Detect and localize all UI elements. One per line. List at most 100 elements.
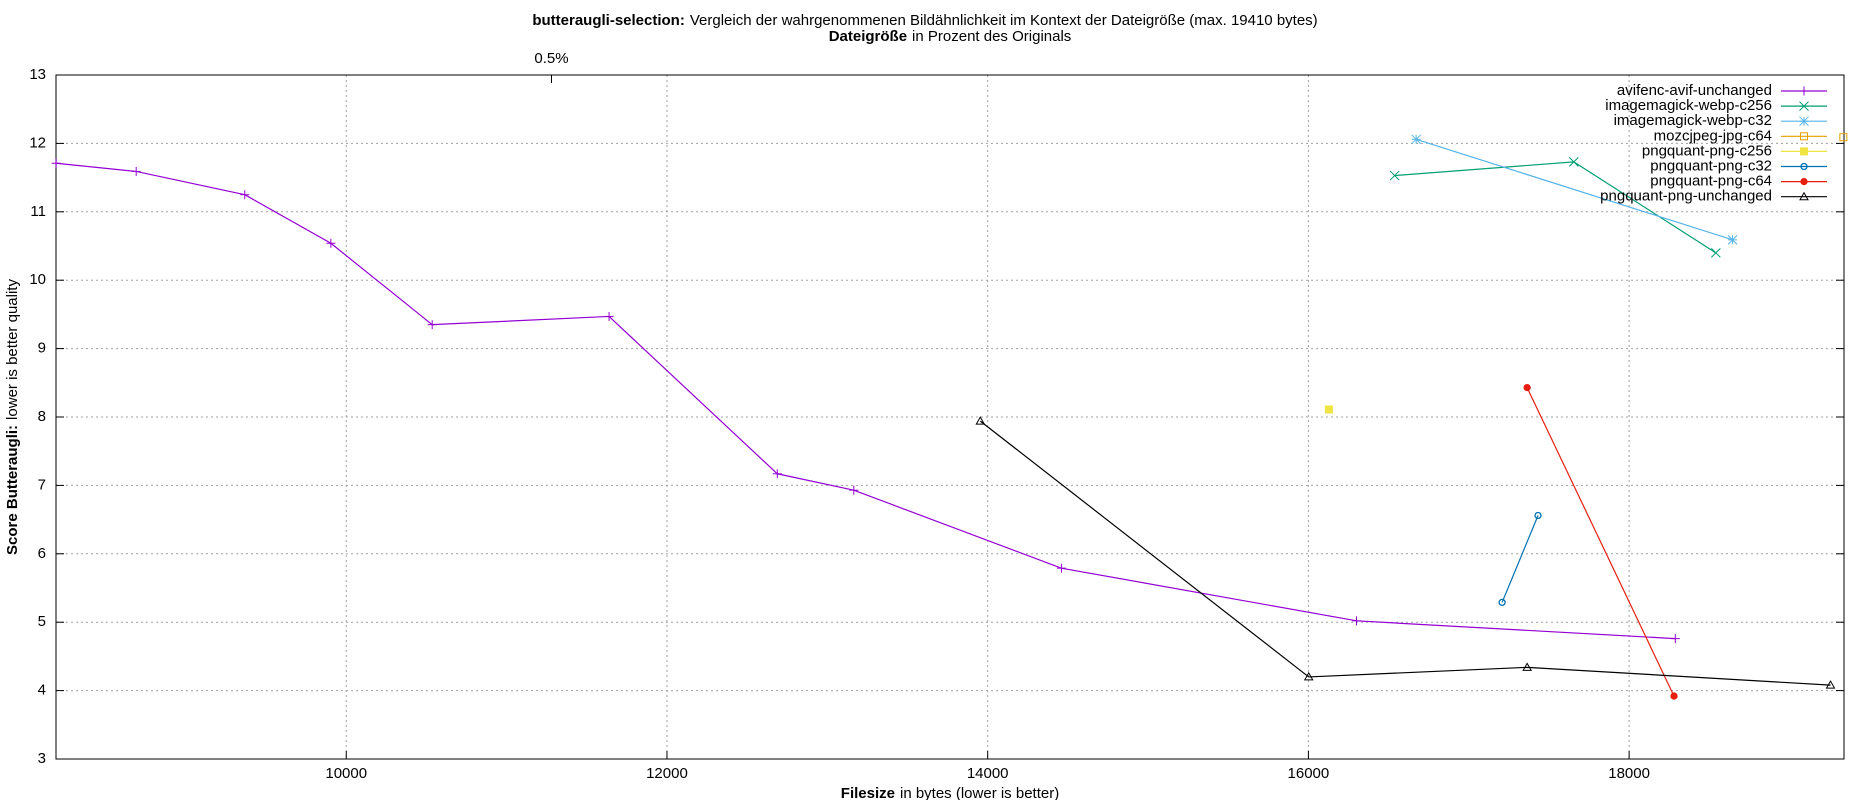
y-axis-label: Score Butteraugli: lower is better qualit… — [4, 279, 21, 555]
y-tick-label: 11 — [30, 203, 46, 220]
x2-label-bold: Dateigröße — [829, 28, 907, 45]
marker — [1800, 162, 1808, 171]
y-tick-label: 13 — [29, 66, 46, 83]
y-label-text: lower is better quality — [4, 279, 21, 420]
marker — [1670, 634, 1680, 644]
marker — [131, 166, 141, 176]
x-label-text: in bytes (lower is better) — [900, 785, 1059, 800]
marker-shape — [1800, 177, 1808, 186]
marker — [1711, 247, 1721, 258]
y-tick-label: 3 — [38, 750, 46, 767]
title-text: Vergleich der wahrgenommenen Bildähnlich… — [690, 12, 1318, 29]
x-tick-label: 10000 — [325, 765, 367, 782]
legend-label: mozcjpeg-jpg-c64 — [1654, 127, 1772, 144]
legend-label: imagemagick-webp-c256 — [1605, 97, 1772, 114]
y-tick-label: 10 — [29, 271, 46, 288]
legend-label: pngquant-png-c256 — [1642, 142, 1772, 159]
series-line — [1526, 387, 1675, 697]
marker — [1411, 134, 1422, 145]
x-tick-label: 18000 — [1608, 765, 1650, 782]
marker-shape — [1839, 133, 1848, 142]
marker-shape — [1800, 132, 1808, 141]
marker — [1825, 680, 1836, 689]
marker-shape — [1534, 511, 1542, 520]
marker — [1056, 563, 1066, 573]
marker-stroke — [1799, 116, 1809, 127]
y-tick-label: 8 — [38, 408, 46, 425]
marker — [1324, 405, 1333, 414]
plot-frame — [55, 74, 1845, 760]
legend-label: pngquant-png-unchanged — [1600, 188, 1772, 205]
series-line — [979, 420, 1831, 686]
marker — [1352, 616, 1362, 626]
marker — [1800, 132, 1808, 141]
marker — [1799, 101, 1809, 111]
marker-stroke — [1711, 247, 1721, 258]
x-tick-label: 12000 — [646, 765, 688, 782]
marker-shape — [1800, 162, 1808, 171]
marker-shape — [1523, 383, 1531, 392]
marker — [427, 320, 437, 330]
marker — [1303, 671, 1314, 681]
marker — [240, 190, 250, 200]
marker — [975, 416, 986, 425]
marker — [1799, 86, 1809, 96]
y-tick-label: 9 — [38, 340, 46, 357]
marker-stroke — [1411, 134, 1422, 145]
marker-shape — [1522, 662, 1532, 671]
marker — [1498, 598, 1506, 607]
x-tick-label: 16000 — [1288, 765, 1330, 782]
marker-shape — [1498, 598, 1506, 607]
marker — [1670, 692, 1678, 700]
marker-stroke — [1727, 234, 1738, 245]
y-tick-label: 7 — [38, 476, 46, 493]
x-label-bold: Filesize — [841, 785, 895, 800]
chart-title: butteraugli-selection: Vergleich der wahr… — [532, 12, 1317, 29]
series-line — [1501, 515, 1539, 603]
marker — [772, 469, 782, 479]
marker — [1839, 133, 1848, 142]
marker — [849, 485, 859, 495]
series-line — [1415, 138, 1733, 241]
marker — [1727, 234, 1738, 245]
marker — [51, 158, 61, 168]
legend-label: imagemagick-webp-c32 — [1614, 112, 1772, 129]
x-tick-label: 14000 — [967, 765, 1009, 782]
marker-shape — [1670, 692, 1678, 700]
marker-shape — [1303, 671, 1314, 681]
marker — [1522, 662, 1532, 671]
marker — [1523, 383, 1531, 392]
x-axis-label: Filesize in bytes (lower is better) — [841, 785, 1059, 800]
marker-shape — [975, 416, 986, 425]
marker — [1389, 170, 1400, 181]
marker-stroke — [1389, 170, 1400, 181]
marker-shape — [1825, 680, 1836, 689]
marker-stroke — [1799, 101, 1809, 111]
y-tick-label: 4 — [38, 682, 46, 699]
x2-label-text: in Prozent des Originals — [912, 28, 1071, 45]
marker-shape — [1324, 405, 1333, 414]
x2-axis-label: Dateigröße in Prozent des Originals — [829, 28, 1072, 45]
marker-shape — [1799, 191, 1809, 201]
marker-stroke — [1568, 157, 1579, 167]
y-tick-label: 6 — [38, 545, 46, 562]
marker — [1568, 157, 1579, 167]
y-tick-label: 12 — [29, 134, 46, 151]
marker — [1799, 191, 1809, 201]
marker — [604, 311, 614, 321]
marker — [1800, 147, 1808, 156]
title-bold: butteraugli-selection: — [532, 12, 685, 29]
marker — [326, 238, 336, 248]
x2-tick-label: 0.5% — [534, 50, 568, 67]
marker — [1799, 116, 1809, 127]
y-tick-label: 5 — [38, 613, 46, 630]
legend-label: pngquant-png-c64 — [1650, 173, 1772, 190]
y-label-bold: Score Butteraugli: — [4, 425, 21, 555]
legend-label: avifenc-avif-unchanged — [1617, 82, 1772, 99]
marker — [1800, 177, 1808, 186]
marker-shape — [1800, 147, 1808, 156]
series-line — [56, 162, 1676, 640]
marker — [1534, 511, 1542, 520]
legend-label: pngquant-png-c32 — [1650, 157, 1772, 174]
